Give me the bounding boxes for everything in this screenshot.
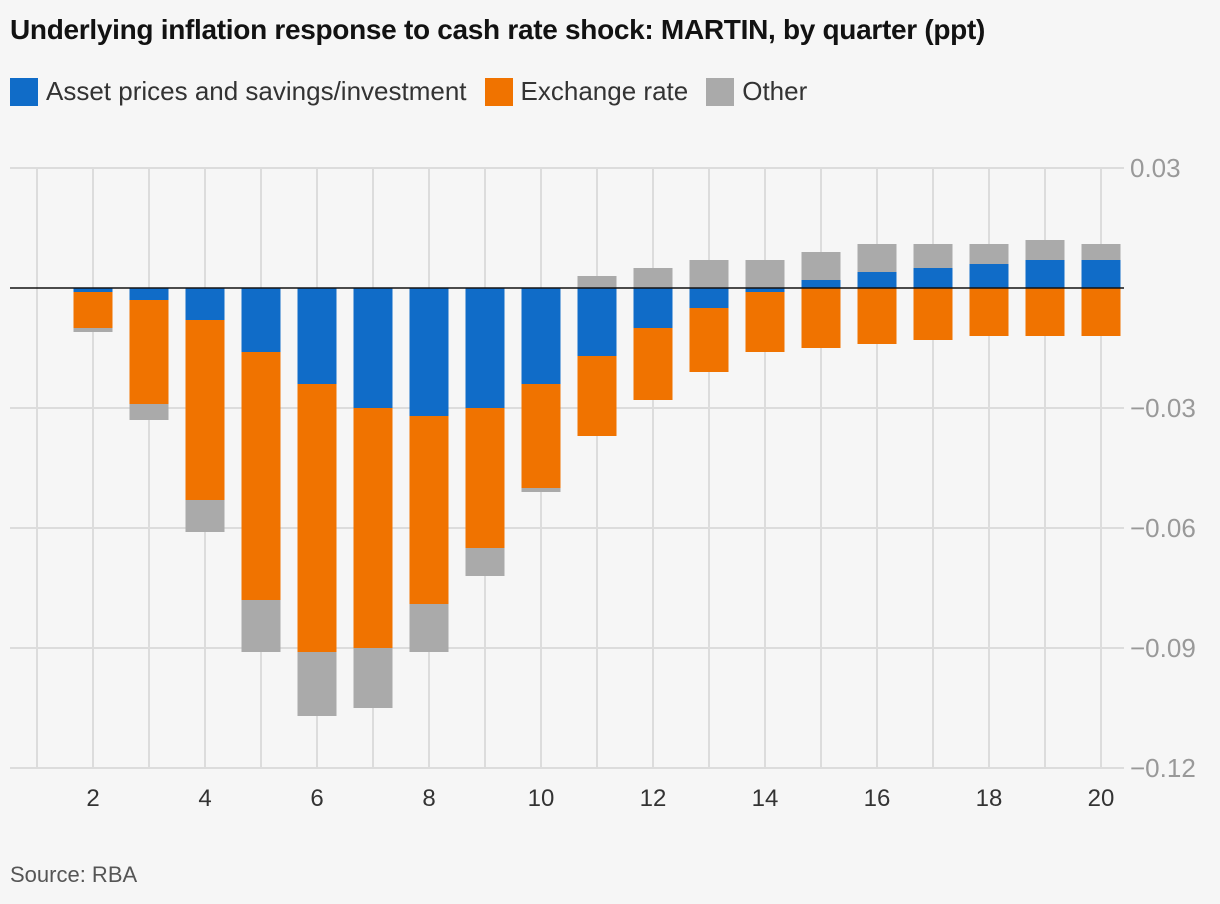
bar-segment xyxy=(353,288,393,408)
y-tick-label: −0.09 xyxy=(1130,633,1196,663)
bar-segment xyxy=(633,328,673,400)
bar-segment xyxy=(857,288,897,344)
bar-segment xyxy=(745,260,785,288)
bar-segment xyxy=(801,252,841,280)
bar-segment xyxy=(913,268,953,288)
legend-item-exchange: Exchange rate xyxy=(484,76,689,107)
bar-segment xyxy=(185,500,225,532)
x-tick-label: 16 xyxy=(864,785,891,812)
x-tick-label: 18 xyxy=(976,785,1003,812)
legend-item-other: Other xyxy=(706,76,807,107)
x-tick-label: 12 xyxy=(640,785,667,812)
bar-segment xyxy=(913,244,953,268)
bar-segment xyxy=(1081,244,1121,260)
bar-segment xyxy=(801,280,841,288)
bar-segment xyxy=(689,288,729,308)
bar-segment xyxy=(1025,240,1065,260)
source-note: Source: RBA xyxy=(10,862,138,887)
bar-segment xyxy=(577,276,617,288)
bar-segment xyxy=(353,648,393,708)
legend-swatch xyxy=(484,77,513,106)
bar-segment xyxy=(129,300,169,404)
x-tick-label: 20 xyxy=(1088,785,1115,812)
bar-segment xyxy=(297,384,337,652)
x-tick-label: 4 xyxy=(198,785,211,812)
bar-segment xyxy=(969,264,1009,288)
legend-swatch xyxy=(10,77,38,106)
bar-segment xyxy=(913,288,953,340)
bar-segment xyxy=(73,292,113,328)
bar-segment xyxy=(521,384,561,488)
bar-segment xyxy=(969,244,1009,264)
bar-segment xyxy=(73,328,113,332)
y-tick-label: −0.03 xyxy=(1130,393,1196,423)
bar-segment xyxy=(409,604,449,652)
bar-segment xyxy=(577,356,617,436)
bar-segment xyxy=(241,288,281,352)
x-tick-label: 8 xyxy=(422,785,435,812)
bar-segment xyxy=(1081,288,1121,336)
bar-segment xyxy=(577,288,617,356)
bar-segment xyxy=(689,308,729,372)
chart-title: Underlying inflation response to cash ra… xyxy=(10,14,986,45)
bar-segment xyxy=(1025,260,1065,288)
bar-segment xyxy=(465,408,505,548)
bar-segment xyxy=(73,288,113,292)
x-tick-label: 10 xyxy=(528,785,555,812)
bar-segment xyxy=(465,548,505,576)
bar-segment xyxy=(1081,260,1121,288)
legend: Asset prices and savings/investment Exch… xyxy=(10,76,807,107)
y-tick-label: 0.03 xyxy=(1130,153,1181,183)
bar-segment xyxy=(745,288,785,292)
bar-segment xyxy=(241,600,281,652)
bar-segment xyxy=(857,272,897,288)
bar-segment xyxy=(129,404,169,420)
bar-segment xyxy=(801,288,841,348)
bar-segment xyxy=(465,288,505,408)
legend-swatch xyxy=(706,77,735,106)
x-tick-label: 14 xyxy=(752,785,779,812)
bar-segment xyxy=(1025,288,1065,336)
legend-label: Asset prices and savings/investment xyxy=(46,76,467,106)
bar-segment xyxy=(129,288,169,300)
bar-segment xyxy=(969,288,1009,336)
x-tick-label: 2 xyxy=(86,785,99,812)
bar-segment xyxy=(241,352,281,600)
bar-segment xyxy=(297,652,337,716)
bar-segment xyxy=(409,416,449,604)
bar-segment xyxy=(409,288,449,416)
bar-segment xyxy=(633,288,673,328)
x-tick-label: 6 xyxy=(310,785,323,812)
bar-segment xyxy=(745,292,785,352)
legend-item-asset: Asset prices and savings/investment xyxy=(10,76,467,107)
legend-label: Exchange rate xyxy=(520,76,689,106)
y-tick-label: −0.12 xyxy=(1130,753,1196,783)
bar-segment xyxy=(297,288,337,384)
bar-segment xyxy=(353,408,393,648)
y-tick-label: −0.06 xyxy=(1130,513,1196,543)
bar-segment xyxy=(857,244,897,272)
legend-label: Other xyxy=(742,76,808,106)
bar-segment xyxy=(185,320,225,500)
bar-segment xyxy=(689,260,729,288)
bar-segment xyxy=(633,268,673,288)
bar-segment xyxy=(185,288,225,320)
bar-segment xyxy=(521,488,561,492)
bar-segment xyxy=(521,288,561,384)
